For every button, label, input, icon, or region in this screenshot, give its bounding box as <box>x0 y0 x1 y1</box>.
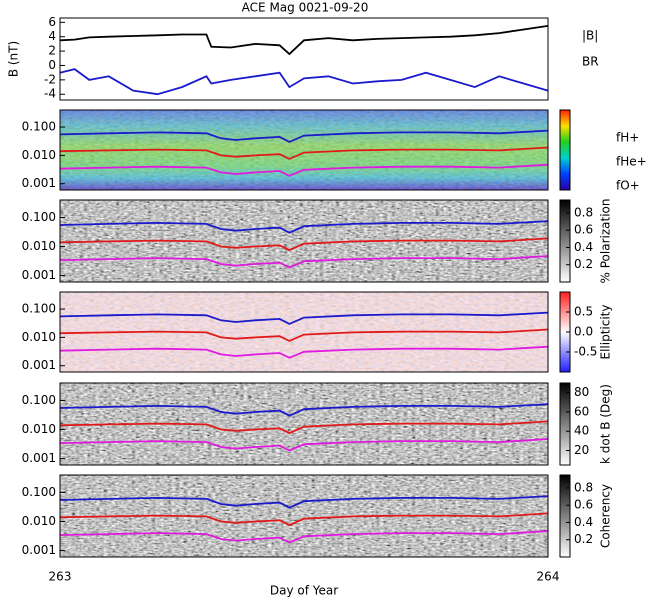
y-tick-label: 0.100 <box>22 210 56 224</box>
series-line <box>59 311 549 325</box>
series-line <box>59 25 549 56</box>
x-tick-label: 264 <box>537 570 560 584</box>
y-tick-label: 2 <box>48 44 56 58</box>
series-line <box>59 438 549 452</box>
y-tick-label: 0.010 <box>22 422 56 436</box>
plot-frame <box>59 17 549 101</box>
y-tick-label: 4 <box>48 29 56 43</box>
colorbar <box>559 199 571 283</box>
x-axis-label: Day of Year <box>270 584 338 598</box>
colorbar-tick-label: 0.2 <box>574 257 593 271</box>
y-axis-label: B (nT) <box>7 41 21 77</box>
series-line <box>59 420 549 435</box>
colorbar-label: k dot B (Deg) <box>599 384 613 464</box>
legend-label: fH+ <box>616 131 639 145</box>
y-tick-label: 0.001 <box>22 451 56 465</box>
colorbar-tick-label: 0.6 <box>574 498 593 512</box>
series-line <box>59 403 549 417</box>
colorbar-tick-label: 80 <box>574 385 589 399</box>
colorbar <box>559 109 571 191</box>
colorbar-tick-label: 20 <box>574 443 589 457</box>
y-tick-label: 0.001 <box>22 268 56 282</box>
legend-label: |B| <box>582 29 598 43</box>
colorbar-tick-label: 0.4 <box>574 515 593 529</box>
colorbar-tick-label: 60 <box>574 404 589 418</box>
series-line <box>59 255 549 269</box>
colorbar-tick-label: 0.8 <box>574 205 593 219</box>
colorbar-label: Coherency <box>599 484 613 548</box>
y-tick-label: -2 <box>44 72 56 86</box>
colorbar-tick-label: 0.8 <box>574 480 593 494</box>
y-tick-label: 6 <box>48 15 56 29</box>
plot-frame <box>59 382 549 466</box>
series-line <box>59 495 549 509</box>
y-tick-label: -4 <box>44 87 56 101</box>
y-tick-label: 0.001 <box>22 358 56 372</box>
y-tick-label: 0.010 <box>22 330 56 344</box>
series-line <box>59 512 549 527</box>
y-tick-label: 0.010 <box>22 148 56 162</box>
colorbar-tick-label: 0.5 <box>574 305 593 319</box>
series-line <box>59 530 549 544</box>
y-tick-label: 0.100 <box>22 485 56 499</box>
colorbar-tick-label: 0.0 <box>574 325 593 339</box>
legend-label: BR <box>582 55 599 69</box>
colorbar-label: Ellipticity <box>599 305 613 360</box>
colorbar-tick-label: 40 <box>574 424 589 438</box>
colorbar-tick-label: -0.5 <box>574 345 597 359</box>
y-tick-label: 0.010 <box>22 514 56 528</box>
colorbar-tick-label: 0.2 <box>574 532 593 546</box>
series-line <box>59 345 549 359</box>
y-tick-label: 0.100 <box>22 120 56 134</box>
y-tick-label: 0.001 <box>22 543 56 557</box>
y-tick-label: 0 <box>48 58 56 72</box>
legend-label: fHe+ <box>616 155 647 169</box>
colorbar-label: % Polarization <box>599 199 613 284</box>
y-tick-label: 0.100 <box>22 393 56 407</box>
legend-label: fO+ <box>616 179 640 193</box>
plot-frame <box>59 291 549 373</box>
series-line <box>59 220 549 234</box>
colorbar <box>559 474 571 558</box>
series-line <box>59 68 549 96</box>
colorbar-tick-label: 0.4 <box>574 240 593 254</box>
plot-frame <box>59 109 549 191</box>
y-tick-label: 0.001 <box>22 176 56 190</box>
series-line <box>59 328 549 342</box>
colorbar-tick-label: 0.6 <box>574 223 593 237</box>
plot-frame <box>59 474 549 558</box>
series-line <box>59 163 549 177</box>
series-line <box>59 129 549 143</box>
colorbar <box>559 382 571 466</box>
plot-frame <box>59 199 549 283</box>
y-tick-label: 0.100 <box>22 302 56 316</box>
y-tick-label: 0.010 <box>22 239 56 253</box>
series-line <box>59 146 549 160</box>
series-line <box>59 237 549 252</box>
chart-title: ACE Mag 0021-09-20 <box>242 1 369 15</box>
x-tick-label: 263 <box>49 570 72 584</box>
